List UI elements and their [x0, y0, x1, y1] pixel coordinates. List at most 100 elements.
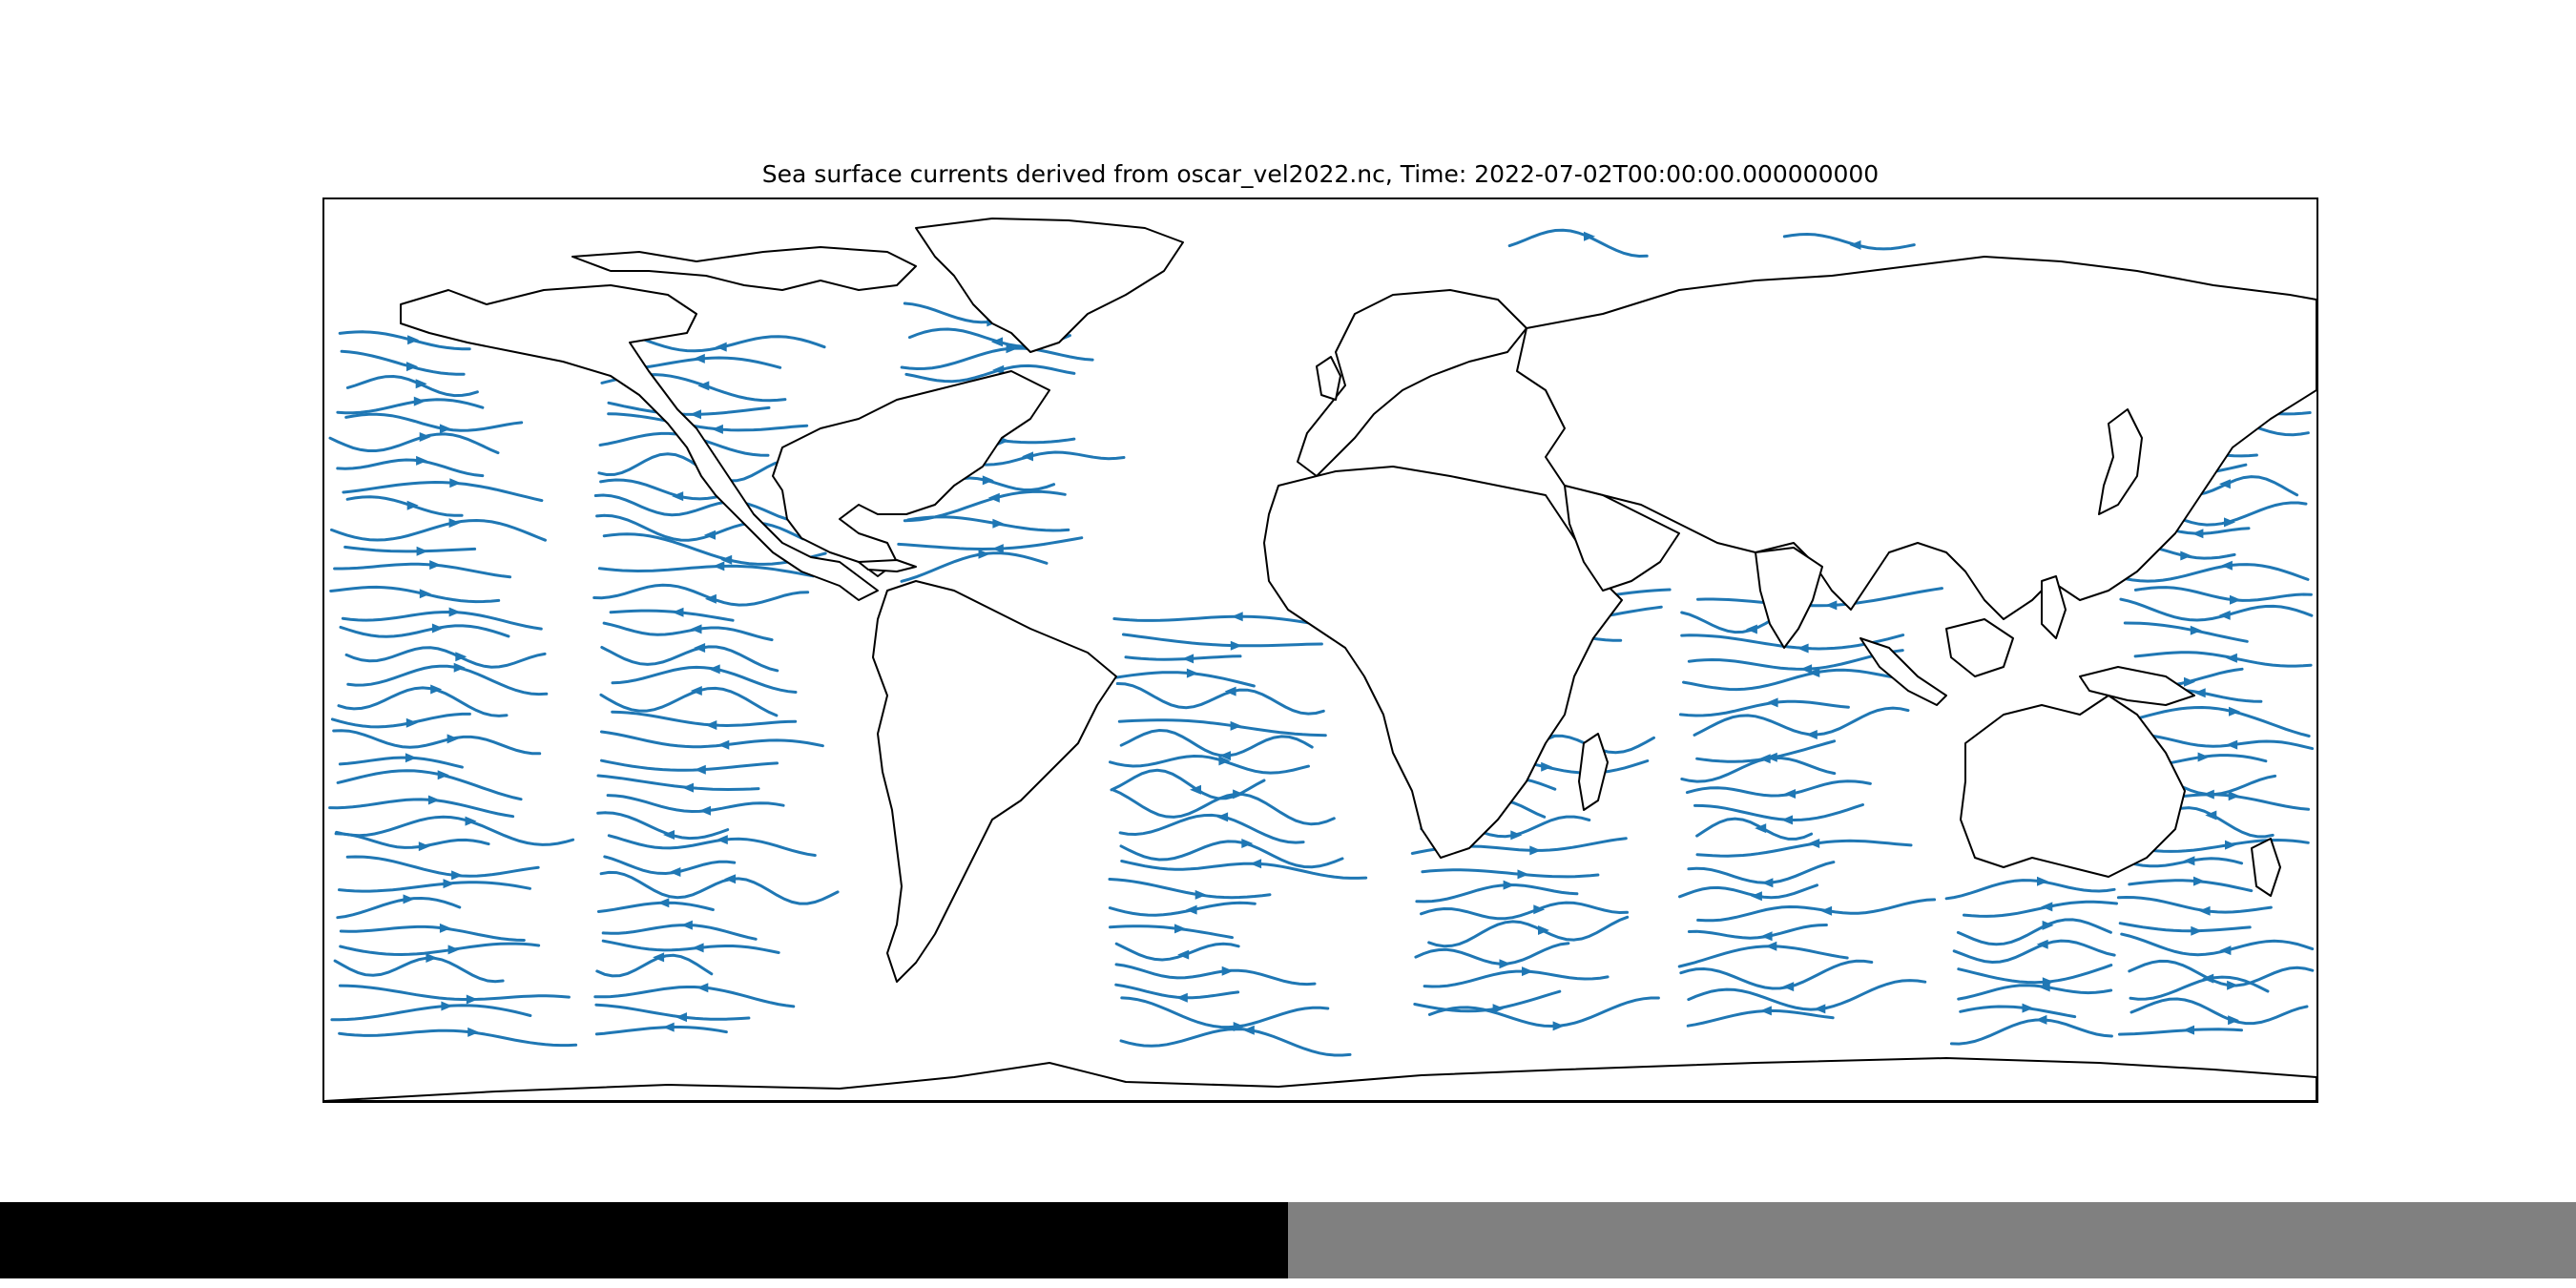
streamline	[1414, 942, 1570, 966]
streamline	[338, 330, 471, 351]
streamline	[599, 686, 779, 717]
streamline-arrowhead	[978, 549, 990, 559]
coastline-british-isles	[1316, 356, 1341, 401]
streamline	[344, 412, 524, 432]
streamline	[596, 811, 730, 841]
streamline-arrowhead	[717, 739, 730, 750]
streamline-arrowhead	[2225, 840, 2236, 850]
streamline	[1121, 633, 1323, 648]
streamline	[592, 583, 810, 607]
streamline-arrowhead	[1800, 664, 1813, 675]
streamline	[607, 834, 817, 857]
streamline-arrowhead	[1218, 756, 1231, 766]
streamline-arrowhead	[1538, 925, 1549, 935]
streamline-arrowhead	[1522, 966, 1533, 977]
streamline	[1114, 983, 1240, 1000]
streamline-arrowhead	[1174, 924, 1186, 934]
streamline	[1693, 803, 1864, 822]
streamline-arrowhead	[705, 720, 717, 730]
streamline-arrowhead	[1250, 859, 1262, 869]
streamline-arrowhead	[992, 518, 1005, 529]
streamline-arrowhead	[1195, 889, 1207, 900]
streamline-arrowhead	[1758, 754, 1771, 764]
streamline	[339, 924, 526, 942]
coastline-africa	[1263, 466, 1623, 859]
streamline	[603, 855, 737, 876]
streamline-arrowhead	[1782, 982, 1795, 992]
streamline-arrowhead	[2180, 551, 2192, 561]
streamline-arrowhead	[1781, 815, 1793, 825]
streamline	[339, 624, 510, 638]
streamline-arrowhead	[2202, 973, 2214, 984]
streamline	[1119, 728, 1314, 758]
streamline-arrowhead	[1175, 992, 1188, 1003]
streamline-arrowhead	[694, 764, 706, 775]
streamline-arrowhead	[2198, 905, 2211, 916]
streamline	[599, 730, 824, 749]
streamline-arrowhead	[987, 492, 1000, 503]
streamline	[1678, 699, 1850, 717]
streamline-arrowhead	[2193, 688, 2206, 698]
streamline	[904, 364, 1076, 384]
streamline	[1695, 817, 1814, 841]
streamline	[336, 896, 462, 920]
streamline	[336, 458, 485, 478]
streamline	[1415, 883, 1579, 904]
streamline	[596, 901, 715, 913]
streamline	[338, 881, 531, 893]
streamline	[333, 562, 512, 579]
streamline-arrowhead	[2202, 789, 2214, 800]
streamline-arrowhead	[704, 530, 716, 540]
streamline-arrowhead	[1242, 1025, 1255, 1035]
streamline-arrowhead	[1808, 839, 1820, 848]
streamline-arrowhead	[2041, 902, 2053, 912]
streamline-arrowhead	[1745, 624, 1757, 634]
streamline-arrowhead	[1849, 239, 1861, 250]
streamline-arrowhead	[1231, 612, 1243, 622]
streamline-arrowhead	[2226, 739, 2238, 750]
streamline-arrowhead	[439, 923, 451, 933]
streamline	[594, 1003, 751, 1021]
streamline	[2128, 959, 2315, 987]
streamline	[333, 956, 505, 984]
streamline	[1507, 228, 1649, 259]
streamline	[1696, 587, 1943, 608]
streamline	[609, 609, 735, 622]
streamline	[1109, 754, 1310, 775]
streamline	[340, 349, 466, 376]
streamline-arrowhead	[1233, 789, 1245, 800]
streamline	[611, 665, 798, 694]
streamline-arrowhead	[2036, 939, 2048, 949]
map-frame	[322, 197, 2318, 1103]
streamline-arrowhead	[1750, 891, 1762, 902]
streamline-arrowhead	[1797, 643, 1809, 654]
streamline	[1678, 883, 1818, 900]
streamline	[1680, 756, 1837, 783]
streamline-arrowhead	[416, 455, 428, 466]
streamline	[329, 585, 501, 604]
streamline	[343, 545, 477, 553]
streamline-arrowhead	[1765, 941, 1777, 951]
streamline	[336, 398, 485, 415]
streamline-arrowhead	[1241, 839, 1254, 848]
streamline-arrowhead	[1784, 789, 1796, 799]
streamline-arrowhead	[675, 1012, 687, 1023]
streamline	[338, 984, 571, 1001]
streamline	[2133, 651, 2313, 668]
streamline-arrowhead	[1233, 1022, 1245, 1031]
streamline-arrowhead	[2038, 982, 2050, 992]
streamline	[342, 480, 544, 503]
streamline-arrowhead	[991, 544, 1004, 554]
streamline	[1952, 939, 2116, 965]
streamline-arrowhead	[1221, 966, 1234, 976]
streamline	[2120, 932, 2315, 957]
streamline	[1114, 963, 1317, 987]
streamline	[599, 870, 840, 905]
coastline-japan	[2098, 408, 2143, 515]
streamline-arrowhead	[1760, 931, 1773, 942]
streamline	[328, 798, 515, 819]
streamline	[338, 1028, 578, 1048]
streamline-arrowhead	[448, 518, 461, 529]
coastline-australia	[1960, 695, 2186, 878]
streamline-arrowhead	[696, 983, 709, 993]
